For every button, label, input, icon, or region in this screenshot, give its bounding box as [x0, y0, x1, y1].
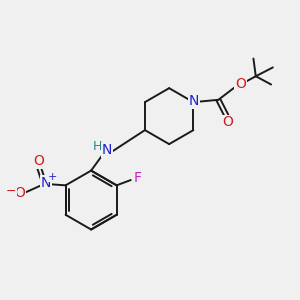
- Text: −: −: [6, 185, 17, 198]
- Text: O: O: [235, 77, 246, 92]
- Text: H: H: [93, 140, 103, 153]
- Text: N: N: [102, 143, 112, 157]
- Text: O: O: [14, 186, 25, 200]
- Text: N: N: [41, 176, 51, 190]
- Text: F: F: [133, 171, 141, 185]
- Text: +: +: [48, 172, 57, 182]
- Text: N: N: [189, 94, 200, 108]
- Text: O: O: [33, 154, 44, 168]
- Text: O: O: [222, 116, 233, 130]
